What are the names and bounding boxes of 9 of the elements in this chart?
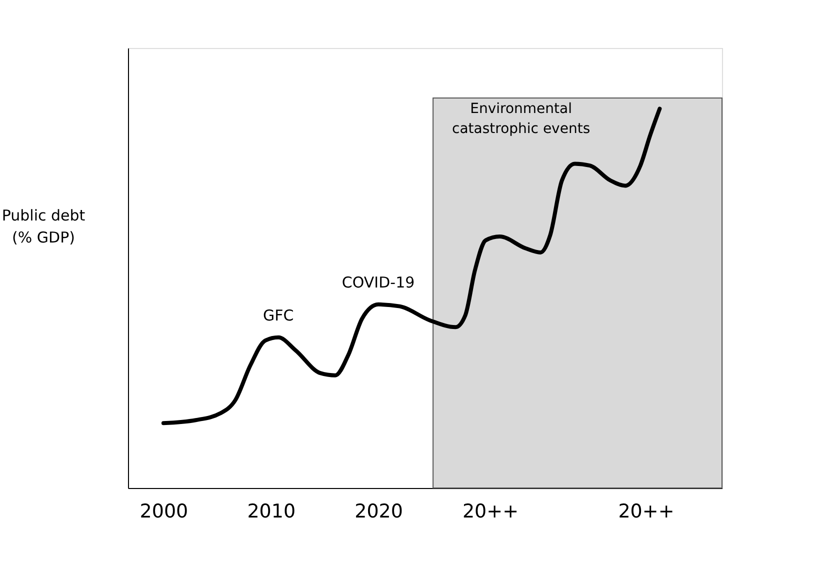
x-tick-label: 2020 bbox=[354, 500, 403, 522]
y-axis-title: Public debt (% GDP) bbox=[2, 206, 86, 246]
x-tick-label: 2010 bbox=[247, 500, 296, 522]
x-tick-label: 2000 bbox=[140, 500, 188, 522]
x-tick-label: 20++ bbox=[462, 500, 518, 522]
x-tick-label: 20++ bbox=[618, 500, 674, 522]
annotation: COVID-19 bbox=[342, 273, 415, 292]
band-label: Environmental catastrophic events bbox=[452, 101, 590, 137]
annotation: GFC bbox=[263, 306, 294, 324]
